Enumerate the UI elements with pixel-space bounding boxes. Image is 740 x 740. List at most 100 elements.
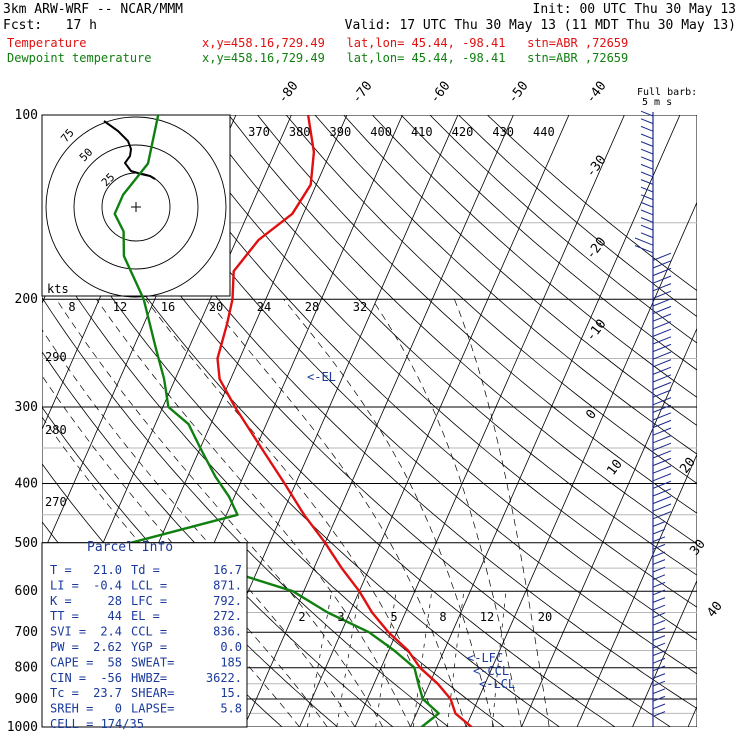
wind-barb — [640, 209, 654, 216]
parcel-row-label: HWBZ= — [131, 671, 167, 685]
wind-barb — [640, 125, 654, 132]
wind-barb — [640, 133, 654, 140]
wind-barb — [652, 627, 666, 634]
parcel-row-label: K = — [50, 594, 72, 608]
parcel-row-label: SREH = — [50, 702, 93, 716]
wind-barb — [652, 313, 672, 322]
parcel-row-label: SVI = — [50, 625, 86, 639]
theta-label: 440 — [533, 125, 555, 139]
dry-adiabat — [42, 296, 450, 727]
wind-barb — [652, 581, 666, 588]
wind-barb — [640, 194, 654, 201]
moist-adiabat — [42, 416, 300, 727]
theta-label: 390 — [330, 125, 352, 139]
wind-barb — [652, 680, 666, 687]
wind-barb — [652, 673, 666, 679]
isotherm — [687, 705, 697, 727]
parcel-row-value: 871. — [213, 578, 242, 592]
dry-adiabat — [285, 115, 697, 484]
moist-adiabat — [206, 298, 467, 727]
parcel-row-label: SHEAR= — [131, 686, 174, 700]
parcel-row-value: 272. — [213, 609, 242, 623]
temperature-tick-label: 40 — [704, 599, 725, 621]
dewpoint-legend-label: Dewpoint temperature — [7, 51, 152, 65]
isotherm — [465, 201, 697, 727]
wind-barb — [652, 528, 666, 535]
parcel-row-value: 21.0 — [93, 563, 122, 577]
dry-adiabat — [142, 115, 697, 641]
isotherm — [576, 453, 697, 727]
isotherm — [632, 579, 697, 727]
isotherm — [354, 115, 625, 727]
wind-barb — [652, 488, 672, 497]
wind-barb — [640, 201, 654, 208]
moist-adiabat — [96, 298, 411, 727]
temperature-tick-label: -70 — [349, 79, 375, 107]
mixing-ratio-label: 5 — [390, 610, 397, 624]
wind-barb — [652, 503, 672, 512]
parcel-info-title: Parcel Info — [87, 540, 173, 555]
dry-adiabat — [84, 115, 697, 710]
wind-barb — [652, 267, 672, 277]
wind-barb — [652, 298, 672, 307]
mixing-ratio-label: 2 — [298, 610, 305, 624]
wind-barb — [652, 328, 672, 337]
valid-time: Valid: 17 UTC Thu 30 May 13 (11 MDT Thu … — [344, 18, 736, 33]
pressure-label: 700 — [15, 625, 38, 640]
parcel-row-label: LI = — [50, 578, 79, 592]
temperature-location-info: x,y=458.16,729.49 lat,lon= 45.44, -98.41… — [202, 36, 629, 50]
isotherm — [299, 115, 570, 727]
parcel-row-label: CAPE = — [50, 655, 93, 669]
hodograph-speed-label: 12 — [113, 300, 127, 314]
theta-label: 420 — [452, 125, 474, 139]
wind-barb — [652, 695, 666, 702]
wind-barb — [652, 427, 672, 436]
wind-barb — [652, 642, 666, 649]
hodograph-ring — [73, 144, 199, 270]
lfc-annotation: <-LFC — [467, 651, 503, 665]
pressure-label: 900 — [15, 692, 38, 707]
dry-adiabat — [42, 139, 616, 727]
parcel-row-value: 0.0 — [220, 640, 242, 654]
parcel-row-value: 3622. — [206, 671, 242, 685]
dry-adiabat — [113, 115, 697, 675]
temperature-tick-label: 0 — [583, 407, 600, 422]
pressure-label: 100 — [15, 108, 38, 123]
parcel-row-value: 2.4 — [100, 625, 122, 639]
mixing-ratio-line — [307, 591, 333, 727]
temperature-tick-label: -10 — [583, 317, 609, 345]
wind-barb — [652, 374, 672, 383]
dry-adiabat — [458, 115, 697, 318]
theta-label: 410 — [411, 125, 433, 139]
wind-barb — [652, 635, 666, 641]
wind-barb — [652, 465, 672, 474]
theta-label: 380 — [289, 125, 311, 139]
parcel-row-value: -56 — [100, 671, 122, 685]
parcel-row-value: 185 — [220, 655, 242, 669]
pressure-label: 400 — [15, 476, 38, 491]
model-title: 3km ARW-WRF -- NCAR/MMM — [3, 2, 184, 17]
wind-barb — [652, 283, 672, 292]
parcel-row-value: 16.7 — [213, 563, 242, 577]
pressure-label: 200 — [15, 292, 38, 307]
temperature-tick-label: -80 — [275, 79, 301, 107]
wind-barb — [652, 366, 672, 375]
wind-barb — [640, 217, 654, 223]
dry-adiabat — [314, 115, 697, 455]
temperature-legend-label: Temperature — [7, 36, 87, 50]
dry-adiabat — [42, 243, 505, 727]
isotherm — [243, 115, 514, 727]
wind-barb — [652, 404, 672, 413]
wind-barb — [652, 566, 666, 573]
parcel-row-value: -0.4 — [93, 578, 122, 592]
theta-label-left: 290 — [45, 350, 67, 364]
parcel-row-label: CIN = — [50, 671, 86, 685]
parcel-row-value: 792. — [213, 594, 242, 608]
dry-adiabat — [228, 115, 697, 545]
hodograph-units: kts — [47, 282, 69, 296]
parcel-row-value: 836. — [213, 625, 242, 639]
wind-barb — [640, 179, 654, 185]
parcel-row-value: 0 — [115, 702, 122, 716]
parcel-cell: CELL = 174/35 — [50, 717, 144, 731]
